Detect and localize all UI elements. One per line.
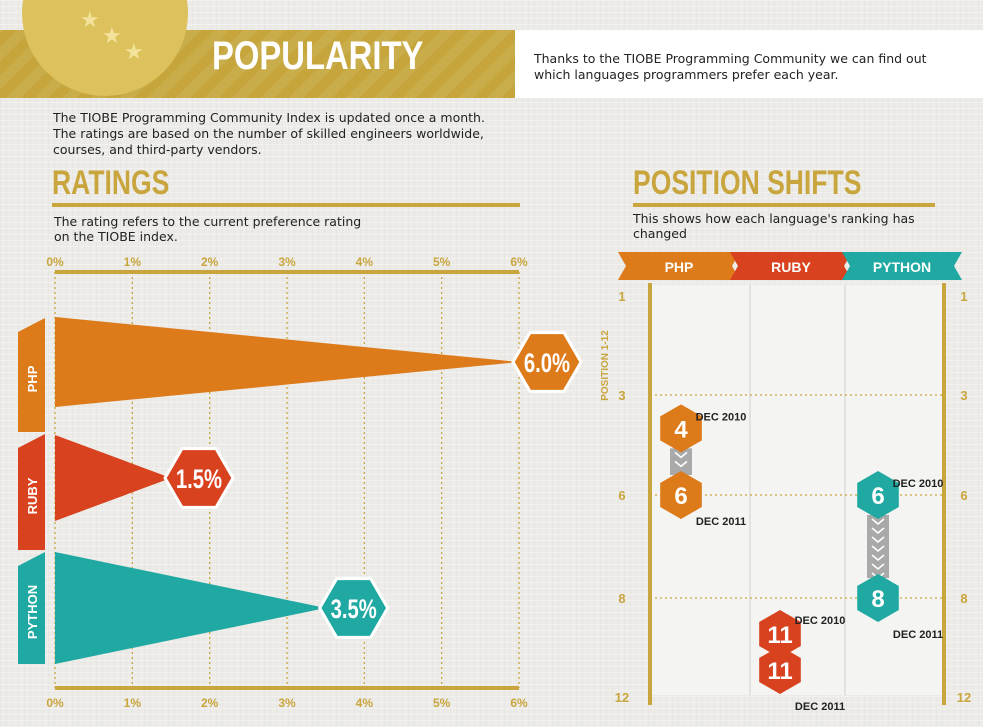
point-date-label: DEC 2010 bbox=[696, 411, 747, 423]
point-date-label: DEC 2010 bbox=[893, 478, 944, 490]
star-icon: ★ bbox=[80, 8, 100, 33]
x-tick-label-top: 2% bbox=[201, 255, 219, 269]
x-tick-label-top: 4% bbox=[356, 255, 374, 269]
chevron-down-icon bbox=[674, 460, 688, 468]
page-title: POPULARITY bbox=[212, 34, 424, 78]
position-shifts-subtitle: This shows how each language's ranking h… bbox=[633, 211, 915, 241]
data-label: 6.0% bbox=[524, 348, 570, 379]
point-date-label: DEC 2011 bbox=[893, 629, 943, 641]
chevron-down-icon bbox=[674, 451, 688, 459]
ratings-chart: 0% 0% 1% 1% 2% 2% 3% 3% 4% 4% 5% 5% 6% 6% PHP 6.0% RUBY 1… bbox=[18, 255, 583, 710]
x-tick-label-bottom: 5% bbox=[433, 696, 451, 710]
category-tab bbox=[18, 552, 45, 664]
position-value: 11 bbox=[767, 622, 792, 649]
position-marker bbox=[660, 404, 702, 453]
column-header-label: RUBY bbox=[771, 259, 811, 275]
x-tick-label-bottom: 2% bbox=[201, 696, 219, 710]
position-marker bbox=[857, 574, 899, 622]
star-icon: ★ bbox=[124, 40, 144, 65]
x-tick-label-bottom: 1% bbox=[124, 696, 142, 710]
y-axis-label: POSITION 1-12 bbox=[600, 330, 611, 401]
y-tick-label-right: 3 bbox=[960, 388, 967, 403]
column-header bbox=[730, 252, 852, 280]
y-tick-label-left: 12 bbox=[615, 690, 629, 705]
position-value: 6 bbox=[674, 483, 687, 510]
y-tick-label-left: 6 bbox=[618, 488, 625, 503]
ratings-title: RATINGS bbox=[52, 164, 170, 202]
category-tab bbox=[18, 434, 45, 550]
category-tab bbox=[18, 318, 45, 432]
x-tick-label-bottom: 3% bbox=[278, 696, 296, 710]
shift-connector bbox=[867, 515, 889, 578]
chevron-down-icon bbox=[871, 527, 885, 535]
data-label: 1.5% bbox=[176, 464, 222, 495]
star-icon: ★ bbox=[102, 24, 122, 49]
bar bbox=[55, 435, 171, 521]
point-date-label: DEC 2011 bbox=[696, 516, 746, 528]
category-label: RUBY bbox=[25, 477, 40, 514]
x-tick-label-bottom: 0% bbox=[46, 696, 64, 710]
x-tick-label-top: 1% bbox=[124, 255, 142, 269]
intro-text: The TIOBE Programming Community Index is… bbox=[53, 110, 485, 157]
ratings-rule bbox=[52, 203, 520, 207]
y-tick-label-right: 1 bbox=[960, 289, 967, 304]
y-tick-label-right: 6 bbox=[960, 488, 967, 503]
banner-note-panel bbox=[515, 30, 983, 98]
data-label: 3.5% bbox=[331, 594, 377, 625]
x-tick-label-bottom: 4% bbox=[356, 696, 374, 710]
y-tick-label-left: 1 bbox=[618, 289, 625, 304]
x-tick-label-top: 6% bbox=[510, 255, 528, 269]
position-value: 6 bbox=[871, 483, 884, 510]
chevron-down-icon bbox=[871, 518, 885, 526]
position-value: 8 bbox=[871, 586, 884, 613]
x-tick-label-top: 0% bbox=[46, 255, 64, 269]
value-hexagon bbox=[317, 577, 390, 639]
y-tick-label-right: 12 bbox=[957, 690, 971, 705]
y-tick-label-right: 8 bbox=[960, 591, 967, 606]
point-date-label: DEC 2010 bbox=[795, 615, 846, 627]
position-marker bbox=[759, 610, 801, 658]
chevron-down-icon bbox=[871, 545, 885, 553]
x-tick-label-top: 5% bbox=[433, 255, 451, 269]
position-shifts-rule bbox=[633, 203, 935, 207]
column-header-label: PYTHON bbox=[873, 259, 931, 275]
column-header bbox=[618, 252, 740, 280]
ratings-subtitle: The rating refers to the current prefere… bbox=[54, 214, 362, 244]
bar bbox=[55, 552, 326, 664]
bar bbox=[55, 317, 519, 407]
y-tick-label-left: 3 bbox=[618, 388, 625, 403]
category-label: PHP bbox=[25, 365, 40, 392]
y-tick-label-left: 8 bbox=[618, 591, 625, 606]
value-hexagon bbox=[163, 447, 235, 509]
category-label: PYTHON bbox=[25, 585, 40, 639]
column-header-label: PHP bbox=[665, 259, 694, 275]
position-marker bbox=[759, 646, 801, 694]
chevron-down-icon bbox=[871, 536, 885, 544]
position-marker bbox=[857, 471, 899, 519]
chevron-down-icon bbox=[871, 554, 885, 562]
position-value: 11 bbox=[767, 658, 792, 685]
x-tick-label-top: 3% bbox=[278, 255, 296, 269]
column-header bbox=[842, 252, 962, 280]
value-hexagon bbox=[511, 331, 583, 393]
shift-connector bbox=[670, 448, 692, 475]
position-value: 4 bbox=[674, 416, 688, 443]
position-shifts-title: POSITION SHIFTS bbox=[633, 164, 862, 202]
position-marker bbox=[660, 471, 702, 519]
point-date-label: DEC 2011 bbox=[795, 701, 845, 713]
x-tick-label-bottom: 6% bbox=[510, 696, 528, 710]
chevron-down-icon bbox=[871, 563, 885, 571]
banner-note-text: Thanks to the TIOBE Programming Communit… bbox=[534, 51, 927, 82]
